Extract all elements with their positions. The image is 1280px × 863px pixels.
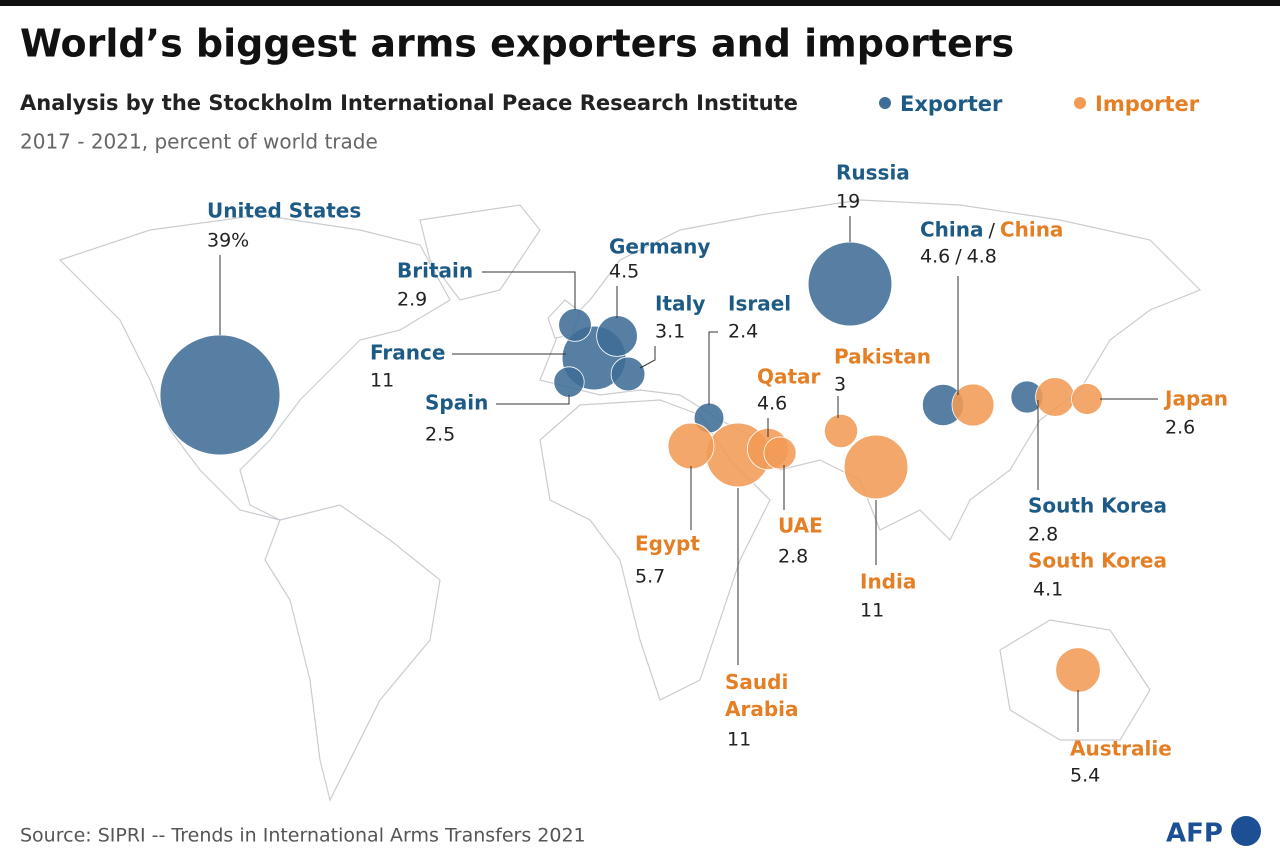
- labels: United States39%Russia19France11Germany4…: [207, 161, 1228, 787]
- value-label: 4.8: [967, 246, 997, 268]
- country-label: Australie: [1070, 737, 1172, 761]
- bubble: [1055, 647, 1101, 693]
- value-label: 2.6: [1165, 417, 1195, 439]
- value-label: 11: [727, 729, 751, 751]
- value-label: 2.9: [397, 289, 427, 311]
- country-label: Spain: [425, 391, 488, 415]
- bubble: [667, 422, 715, 470]
- country-label: Pakistan: [834, 345, 931, 369]
- legend-marker: [879, 97, 891, 109]
- value-label: 11: [860, 600, 884, 622]
- legend-label: Exporter: [900, 92, 1003, 116]
- logo-globe: [1231, 816, 1261, 846]
- country-label: Britain: [397, 259, 473, 283]
- country-label: Germany: [609, 235, 710, 259]
- value-label: 5.7: [635, 566, 665, 588]
- country-label: UAE: [778, 514, 823, 538]
- bubble: [610, 356, 646, 392]
- bubble: [807, 241, 893, 327]
- value-label: 11: [370, 370, 394, 392]
- country-label: Qatar: [757, 365, 821, 389]
- country-label: France: [370, 341, 445, 365]
- bubble: [553, 366, 585, 398]
- value-label: 2.8: [778, 546, 808, 568]
- country-label: China: [920, 218, 984, 242]
- leader-line: [496, 395, 570, 405]
- country-label: United States: [207, 199, 361, 223]
- value-label: 39%: [207, 230, 249, 252]
- bubble: [1035, 377, 1075, 417]
- bubble: [763, 436, 797, 470]
- country-label: Egypt: [635, 532, 700, 556]
- leader-line: [708, 331, 718, 405]
- note: 2017 - 2021, percent of world trade: [20, 130, 378, 154]
- country-label: Italy: [655, 292, 705, 316]
- subtitle: Analysis by the Stockholm International …: [20, 91, 798, 115]
- value-label: 4.6: [920, 246, 950, 268]
- value-label: 19: [836, 191, 860, 213]
- leader-line: [482, 271, 576, 310]
- value-label: 2.4: [728, 321, 758, 343]
- source: Source: SIPRI -- Trends in International…: [20, 825, 586, 847]
- country-label: South Korea: [1028, 549, 1167, 573]
- country-label: Israel: [728, 292, 791, 316]
- value-label: 4.5: [609, 261, 639, 283]
- country-label: Japan: [1163, 387, 1228, 411]
- value-label: 2.5: [425, 424, 455, 446]
- bubble: [1071, 383, 1103, 415]
- country-label: Saudi Arabia: [725, 670, 799, 721]
- value-label: 4.6: [757, 393, 787, 415]
- country-label: India: [860, 570, 916, 594]
- bubble: [558, 308, 592, 342]
- top-bar: [0, 0, 1280, 6]
- separator: /: [955, 246, 962, 268]
- logo: AFP: [1166, 819, 1223, 849]
- country-label: South Korea: [1028, 494, 1167, 518]
- country-label: China: [1000, 218, 1064, 242]
- value-label: 3: [834, 374, 846, 396]
- world-map: [58, 199, 1202, 802]
- bubble: [843, 434, 909, 500]
- value-label: 5.4: [1070, 765, 1100, 787]
- bubbles: [159, 241, 1103, 693]
- bubble: [596, 315, 638, 357]
- legend-marker: [1074, 97, 1086, 109]
- value-label: 2.8: [1028, 524, 1058, 546]
- leader-line: [639, 346, 656, 369]
- title: World’s biggest arms exporters and impor…: [20, 22, 1014, 66]
- legend-label: Importer: [1095, 92, 1200, 116]
- legend: Exporter Importer: [879, 92, 1200, 116]
- bubble: [823, 413, 859, 449]
- value-label: 4.1: [1033, 579, 1063, 601]
- value-label: 3.1: [655, 321, 685, 343]
- bubble: [951, 383, 995, 427]
- separator: /: [989, 220, 996, 242]
- bubble: [159, 334, 281, 456]
- country-label: Russia: [836, 161, 910, 185]
